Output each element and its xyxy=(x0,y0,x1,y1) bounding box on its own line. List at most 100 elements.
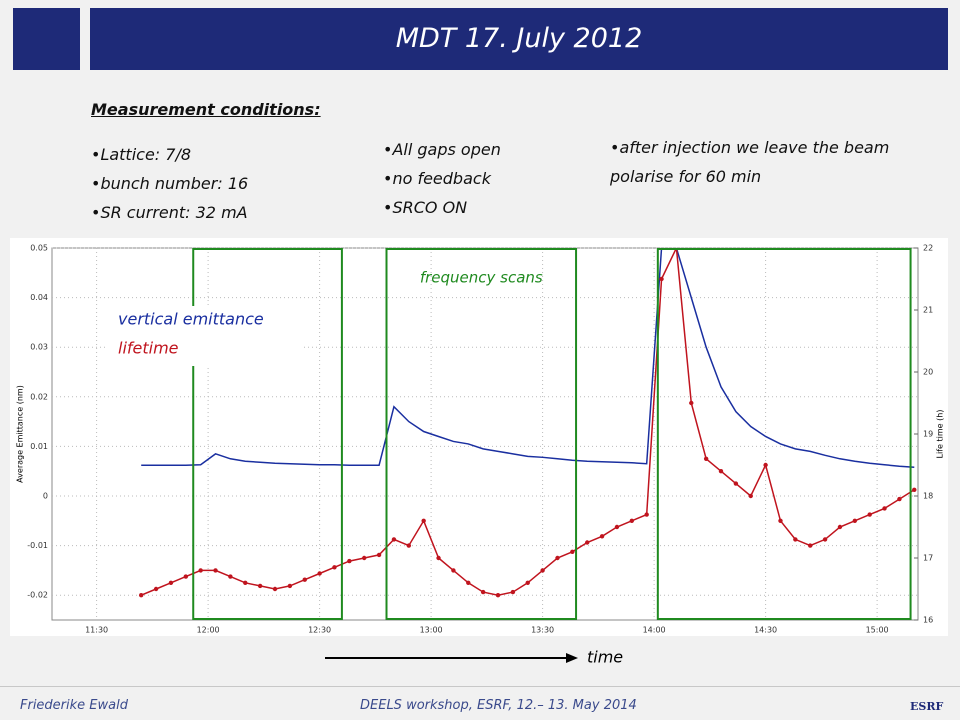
header-band xyxy=(90,8,948,70)
series-point xyxy=(570,549,575,554)
series-point xyxy=(689,400,694,406)
series-point xyxy=(317,571,322,576)
series-point xyxy=(867,512,872,517)
series-point xyxy=(421,518,426,523)
y2-tick-label: 19 xyxy=(923,430,933,439)
series-point xyxy=(912,487,917,492)
series-point xyxy=(644,512,649,517)
x-tick-label: 11:30 xyxy=(85,626,108,635)
y-tick-label: 0.03 xyxy=(30,343,48,352)
y-axis-label: Average Emittance (nm) xyxy=(16,385,25,483)
series-point xyxy=(599,534,605,539)
series-point xyxy=(347,558,352,564)
bullet: SR current: 32 mA xyxy=(91,198,248,227)
series-point xyxy=(629,518,635,523)
y2-tick-label: 20 xyxy=(923,368,933,377)
series-point xyxy=(793,537,798,542)
series-point xyxy=(763,462,768,468)
series-point xyxy=(852,518,858,523)
series-point xyxy=(510,589,516,595)
series-point xyxy=(168,580,174,585)
series-line xyxy=(141,248,915,468)
highlight-region xyxy=(192,248,343,620)
series-point xyxy=(748,493,753,499)
series-point xyxy=(362,555,367,561)
legend-box xyxy=(108,306,302,366)
series-point xyxy=(272,586,278,592)
y2-tick-label: 17 xyxy=(923,554,933,563)
bullet: no feedback xyxy=(383,164,501,193)
legend-entry: vertical emittance xyxy=(118,310,264,329)
x-tick-label: 14:00 xyxy=(643,626,666,635)
y2-axis-label: Life time (h) xyxy=(936,410,945,459)
bullet-column: All gaps openno feedbackSRCO ON xyxy=(383,135,501,222)
series-point xyxy=(139,593,144,598)
series-point xyxy=(540,568,545,573)
series-point xyxy=(406,543,412,548)
x-tick-label: 12:00 xyxy=(197,626,220,635)
plot-area xyxy=(139,248,917,598)
series-point xyxy=(480,589,486,595)
footer-line xyxy=(0,686,960,687)
y-tick-label: 0 xyxy=(43,492,48,501)
series-point xyxy=(837,524,843,530)
series-point xyxy=(822,537,828,542)
series-point xyxy=(376,552,382,558)
x-axis-label: time xyxy=(587,648,623,667)
series-point xyxy=(733,481,739,486)
series-point xyxy=(153,586,159,592)
x-tick-label: 13:30 xyxy=(531,626,554,635)
bullet: Lattice: 7/8 xyxy=(91,140,248,169)
x-tick-label: 13:00 xyxy=(420,626,443,635)
series-point xyxy=(585,540,590,545)
series-point xyxy=(466,580,471,585)
series-point xyxy=(495,593,501,598)
series-point xyxy=(614,524,620,530)
footer-event: DEELS workshop, ESRF, 12.– 13. May 2014 xyxy=(360,698,637,713)
bullet-column: Lattice: 7/8bunch number: 16SR current: … xyxy=(91,140,248,227)
series-point xyxy=(302,577,307,582)
series-point xyxy=(183,574,189,579)
bullet: bunch number: 16 xyxy=(91,169,248,198)
x-tick-label: 14:30 xyxy=(754,626,777,635)
time-arrowhead xyxy=(566,653,578,663)
series-point xyxy=(525,580,530,585)
bullet: All gaps open xyxy=(383,135,500,164)
series-point xyxy=(778,518,783,523)
conditions-heading: Measurement conditions: xyxy=(91,100,321,119)
series-point xyxy=(228,574,233,579)
series-point xyxy=(257,583,263,589)
footer-logo: ESRF xyxy=(910,700,944,713)
legend-entry: lifetime xyxy=(118,339,179,358)
y2-tick-label: 16 xyxy=(923,616,933,625)
series-point xyxy=(882,506,887,511)
series-point xyxy=(198,568,203,573)
y2-tick-label: 18 xyxy=(923,492,933,501)
annotation: frequency scans xyxy=(420,269,543,287)
y-tick-label: 0.01 xyxy=(30,442,48,451)
highlight-region xyxy=(385,248,578,620)
x-tick-label: 12:30 xyxy=(308,626,331,635)
y2-tick-label: 22 xyxy=(923,244,933,253)
highlight-region xyxy=(656,248,912,620)
series-point xyxy=(718,469,724,474)
series-point xyxy=(703,456,709,461)
series-point xyxy=(659,276,664,282)
y-tick-label: -0.01 xyxy=(27,541,48,550)
series-point xyxy=(436,555,441,561)
x-tick-label: 15:00 xyxy=(866,626,889,635)
y-tick-label: -0.02 xyxy=(27,591,48,600)
bullet: after injection we leave the beam polari… xyxy=(610,133,900,191)
series-point xyxy=(808,543,813,548)
chart-background xyxy=(10,238,948,636)
series-point xyxy=(332,565,337,570)
series-point xyxy=(391,537,397,542)
series-point xyxy=(213,568,218,573)
series-point xyxy=(287,583,293,589)
slide-title: MDT 17. July 2012 xyxy=(395,23,643,54)
series-point xyxy=(243,580,248,585)
y-tick-label: 0.04 xyxy=(30,293,48,302)
y-tick-label: 0.05 xyxy=(30,244,48,253)
